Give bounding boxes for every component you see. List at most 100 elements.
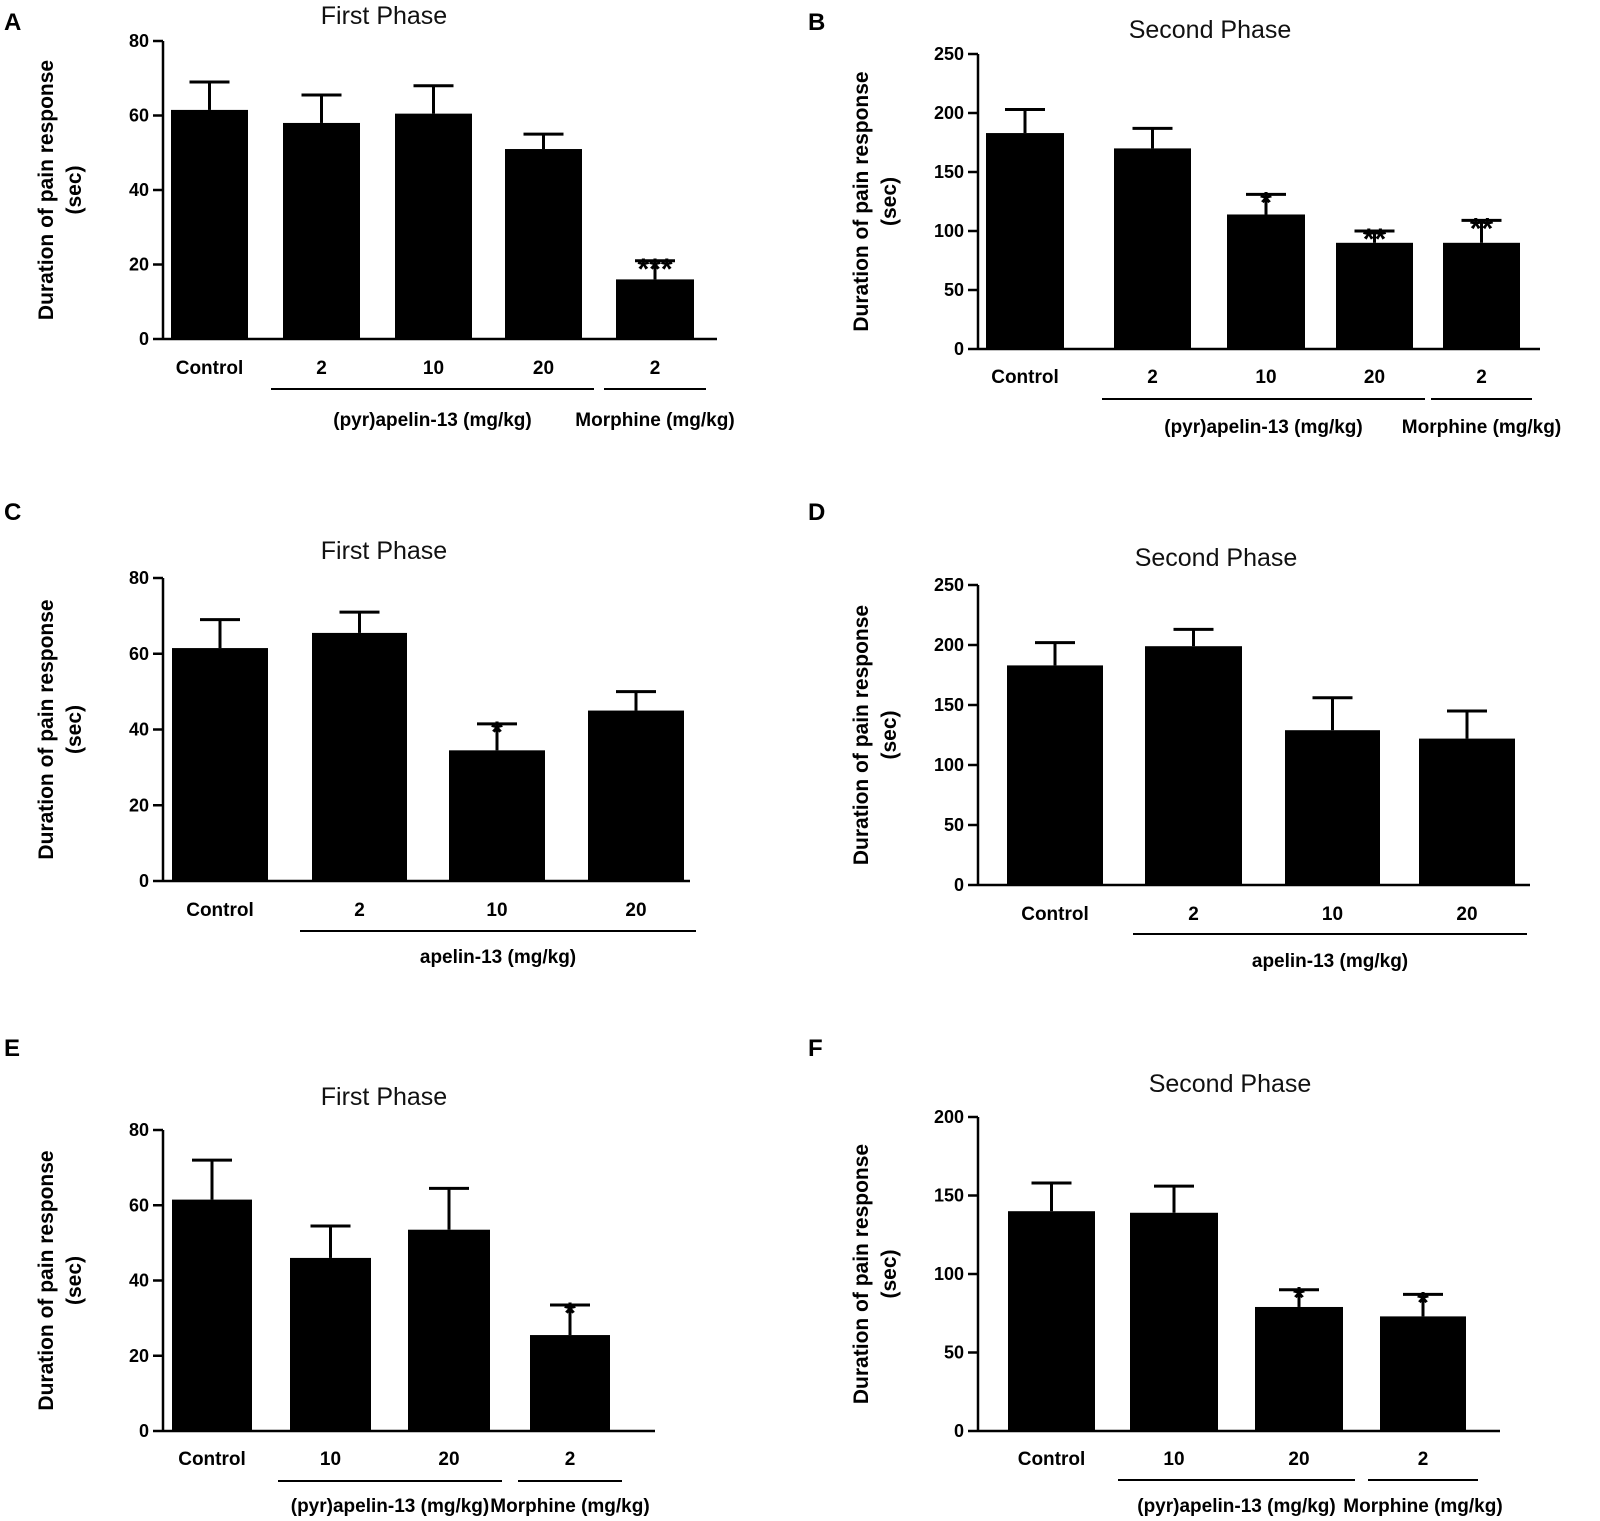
panel-d-category-label: 2: [1188, 904, 1199, 925]
panel-e-ytick-label: 20: [129, 1346, 149, 1366]
panel-c-significance: *: [491, 716, 503, 749]
panel-b-category-label: 20: [1364, 367, 1385, 388]
panel-d-category-label: 10: [1322, 904, 1343, 925]
panel-f-bar: [1130, 1212, 1218, 1431]
panel-e-ytick-label: 80: [129, 1120, 149, 1140]
panel-b-ytick-label: 200: [934, 103, 964, 123]
panel-b-title: Second Phase: [1129, 16, 1292, 44]
panel-a-title: First Phase: [321, 2, 447, 30]
panel-c-bar: [449, 750, 545, 881]
panel-b-ytick-label: 250: [934, 44, 964, 64]
panel-d-bar: [1145, 646, 1242, 885]
panel-f-ytick-label: 50: [944, 1343, 964, 1363]
panel-b-ytick-label: 150: [934, 162, 964, 182]
panel-e-group-label: (pyr)apelin-13 (mg/kg): [291, 1496, 489, 1517]
panel-f-category-label: Control: [1018, 1449, 1086, 1470]
panel-c-ytick-label: 60: [129, 644, 149, 664]
panel-c-category-label: Control: [186, 900, 254, 921]
panel-e-bar: [290, 1257, 371, 1431]
panel-d-ytick-label: 100: [934, 755, 964, 775]
panel-c-ytick-label: 20: [129, 795, 149, 815]
panel-f-bar: [1380, 1316, 1466, 1431]
panel-e-category-label: 20: [438, 1449, 459, 1470]
panel-b-category-label: 2: [1476, 367, 1487, 388]
panel-f-significance: *: [1417, 1286, 1429, 1319]
panel-c-ytick-label: 0: [139, 871, 149, 891]
panel-d-bar: [1285, 730, 1380, 885]
panel-c-ylabel-1: Duration of pain response: [35, 599, 58, 859]
panel-b-category-label: 10: [1255, 367, 1276, 388]
panel-f-category-label: 2: [1418, 1449, 1429, 1470]
panel-d-ytick-label: 0: [954, 875, 964, 895]
panel-a-bar: [505, 149, 582, 339]
panel-a-category-label: 2: [650, 358, 661, 379]
panel-b-group-label: Morphine (mg/kg): [1402, 417, 1561, 438]
panel-a-group-label: Morphine (mg/kg): [575, 410, 734, 431]
panel-b-bar: [1336, 242, 1413, 349]
panel-d-bar: [1419, 738, 1515, 885]
panel-f-ylabel-2: (sec): [878, 1249, 901, 1298]
panel-e-bar: [172, 1199, 252, 1431]
panel-d-ytick-label: 200: [934, 635, 964, 655]
panel-d-title: Second Phase: [1135, 544, 1298, 572]
panel-a-bar: [171, 109, 248, 339]
panel-b-group-label: (pyr)apelin-13 (mg/kg): [1164, 417, 1362, 438]
panel-c-bar: [312, 632, 407, 881]
panel-f-ytick-label: 150: [934, 1186, 964, 1206]
panel-a-category-label: 2: [316, 358, 327, 379]
panel-a-ytick-label: 0: [139, 329, 149, 349]
panel-d-category-label: Control: [1021, 904, 1089, 925]
panel-b-ytick-label: 50: [944, 280, 964, 300]
panel-b-ylabel-2: (sec): [878, 177, 901, 226]
panel-c-bar: [588, 710, 684, 881]
panel-a-ylabel-2: (sec): [63, 165, 86, 214]
panel-d-ytick-label: 250: [934, 575, 964, 595]
panel-c-ylabel-2: (sec): [63, 705, 86, 754]
panel-f-ytick-label: 0: [954, 1421, 964, 1441]
panel-c-category-label: 20: [625, 900, 646, 921]
panel-a-ytick-label: 20: [129, 255, 149, 275]
panel-f-category-label: 20: [1288, 1449, 1309, 1470]
panel-c-ytick-label: 40: [129, 720, 149, 740]
panel-e-ytick-label: 60: [129, 1195, 149, 1215]
panel-e-ylabel-2: (sec): [63, 1256, 86, 1305]
panel-c-category-label: 2: [354, 900, 365, 921]
panel-b-letter: B: [808, 9, 825, 36]
panel-d-ytick-label: 150: [934, 695, 964, 715]
panel-e-ytick-label: 40: [129, 1271, 149, 1291]
panel-a-ytick-label: 60: [129, 106, 149, 126]
panel-a-bar: [616, 279, 694, 339]
panel-d-category-label: 20: [1456, 904, 1477, 925]
panel-c-letter: C: [4, 499, 21, 526]
panel-f-group-label: (pyr)apelin-13 (mg/kg): [1137, 1496, 1335, 1517]
panel-c-group-label: apelin-13 (mg/kg): [420, 947, 576, 968]
panel-d-ylabel-2: (sec): [878, 710, 901, 759]
panel-b-category-label: 2: [1147, 367, 1158, 388]
panel-e-category-label: Control: [178, 1449, 246, 1470]
panel-b-bar: [986, 133, 1064, 349]
panel-a-ytick-label: 80: [129, 31, 149, 51]
panel-f-title: Second Phase: [1149, 1070, 1312, 1098]
panel-b-ytick-label: 100: [934, 221, 964, 241]
panel-c-bar: [172, 648, 268, 881]
panel-a-ylabel-1: Duration of pain response: [35, 60, 58, 320]
panel-b-significance: **: [1470, 212, 1494, 245]
panel-e-category-label: 2: [565, 1449, 576, 1470]
panel-f-category-label: 10: [1163, 1449, 1184, 1470]
panel-e-category-label: 10: [320, 1449, 341, 1470]
panel-b-ytick-label: 0: [954, 339, 964, 359]
panel-a-ytick-label: 40: [129, 180, 149, 200]
panel-d-group-label: apelin-13 (mg/kg): [1252, 951, 1408, 972]
panel-b-significance: **: [1363, 223, 1387, 256]
panel-a-group-label: (pyr)apelin-13 (mg/kg): [333, 410, 531, 431]
panel-a-bar: [283, 122, 360, 339]
panel-a-significance: ***: [637, 253, 672, 286]
panel-b-bar: [1227, 214, 1305, 349]
panel-e-group-label: Morphine (mg/kg): [490, 1496, 649, 1517]
panel-b-bar: [1114, 148, 1191, 349]
panel-c-ytick-label: 80: [129, 568, 149, 588]
panel-b-significance: *: [1260, 186, 1272, 219]
panel-b-ylabel-1: Duration of pain response: [850, 71, 873, 331]
panel-f-bar: [1008, 1211, 1095, 1431]
